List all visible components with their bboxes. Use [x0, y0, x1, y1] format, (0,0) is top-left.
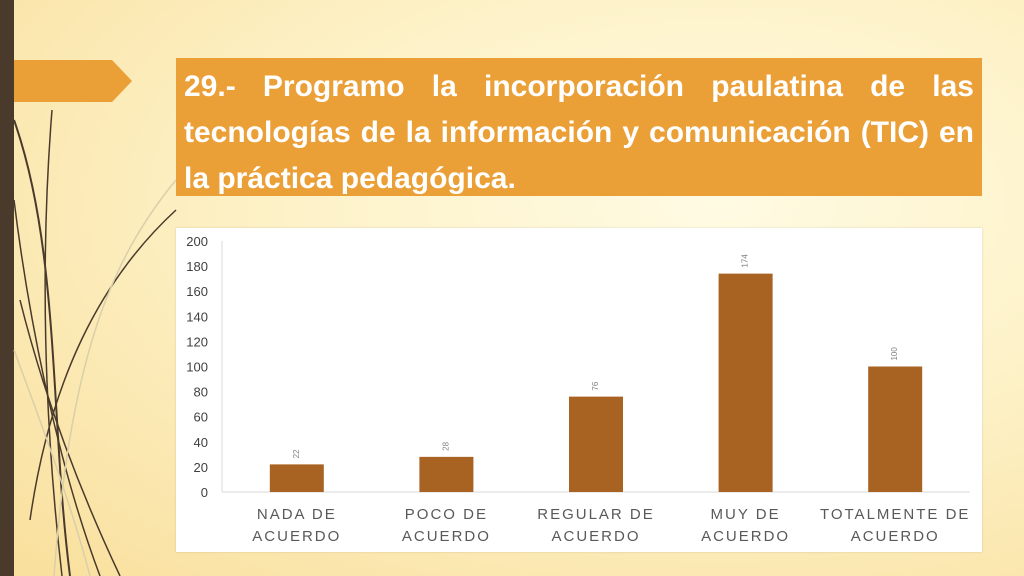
category-label: MUY DE	[711, 506, 781, 523]
y-tick-label: 160	[186, 284, 208, 299]
slide-title: 29.- Programo la incorporación paulatina…	[184, 70, 974, 195]
arrow-tab-shape	[14, 60, 132, 102]
data-label: 22	[292, 449, 301, 458]
chart-area: 0 20 40 60 80 100 120 140 160 180 200 22 NADA DE ACUE…	[176, 228, 982, 552]
data-label: 174	[741, 254, 750, 268]
bar	[569, 396, 623, 492]
y-tick-label: 200	[186, 234, 208, 249]
y-tick-label: 60	[194, 410, 208, 425]
y-tick-label: 180	[186, 259, 208, 274]
y-tick-label: 120	[186, 334, 208, 349]
y-tick-label: 0	[201, 485, 208, 500]
category-label: TOTALMENTE DE	[820, 506, 970, 523]
category-label: NADA DE	[257, 506, 337, 523]
title-banner: 29.- Programo la incorporación paulatina…	[176, 58, 982, 196]
left-accent-bar	[0, 0, 14, 576]
bar	[868, 366, 923, 492]
category-label: ACUERDO	[851, 528, 940, 545]
bar	[269, 464, 324, 492]
y-tick-label: 80	[194, 385, 208, 400]
data-label: 100	[890, 347, 899, 361]
y-tick-label: 20	[194, 460, 208, 475]
y-tick-label: 140	[186, 309, 208, 324]
category-label: REGULAR DE	[537, 506, 655, 523]
bar	[419, 456, 474, 492]
bar	[718, 273, 773, 492]
data-label: 28	[441, 441, 450, 450]
category-label: ACUERDO	[701, 528, 790, 545]
data-label: 76	[591, 381, 600, 390]
category-label: POCO DE	[405, 506, 488, 523]
bar-chart: 0 20 40 60 80 100 120 140 160 180 200 22 NADA DE ACUE…	[186, 234, 970, 545]
category-label: ACUERDO	[252, 528, 341, 545]
y-tick-label: 40	[194, 435, 208, 450]
decorative-curves	[13, 109, 177, 576]
y-tick-label: 100	[186, 360, 208, 375]
category-label: ACUERDO	[402, 528, 491, 545]
category-label: ACUERDO	[551, 528, 640, 545]
